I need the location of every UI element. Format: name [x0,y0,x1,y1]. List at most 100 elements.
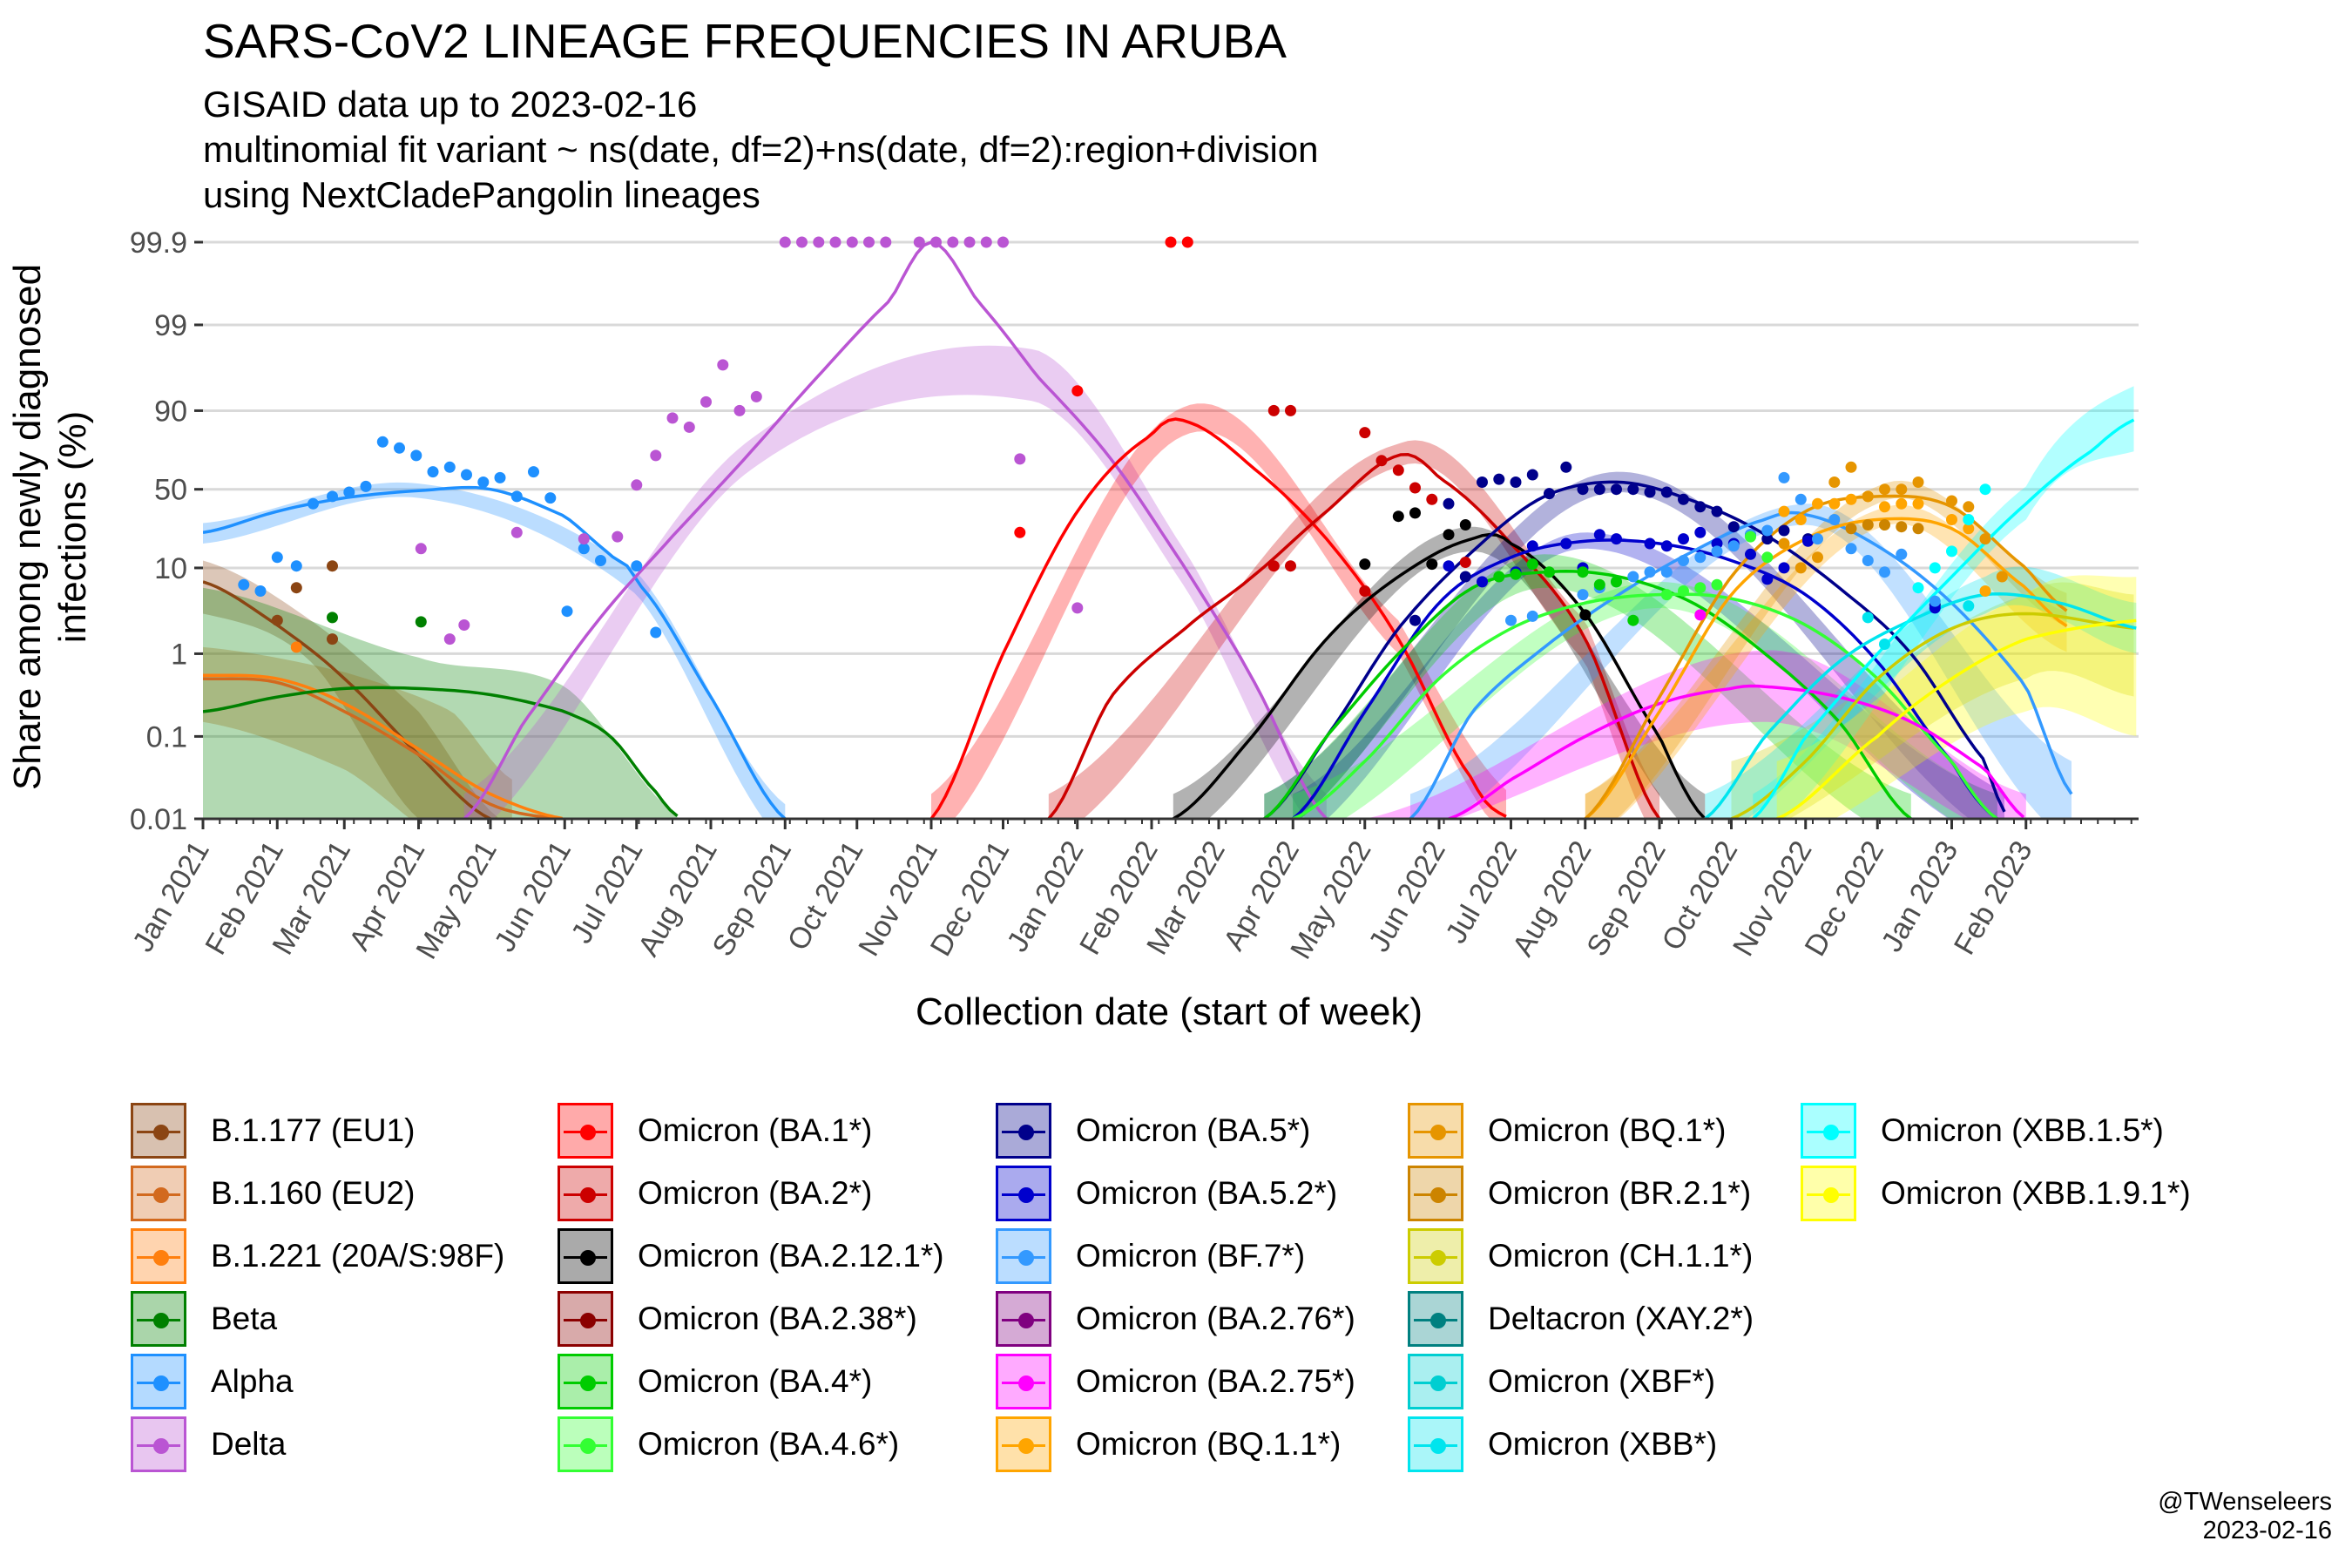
point-alpha [343,486,355,498]
fit-line-omicron-ba-4-6 [1292,592,1998,819]
point-omicron-bq-1 [1778,537,1790,550]
legend-label: Omicron (XBB.1.9.1*) [1881,1175,2191,1211]
point-beta [415,616,427,628]
point-omicron-bf-7 [1812,533,1823,545]
point-omicron-br-2-1 [1845,523,1857,535]
point-omicron-ba-5 [1526,469,1538,481]
point-alpha [394,442,405,454]
legend-key [996,1166,1051,1221]
point-omicron-xbb-1-5 [1963,514,1975,525]
point-omicron-ba-5 [1627,483,1639,496]
subtitle-line-1: GISAID data up to 2023-02-16 [203,84,698,125]
point-omicron-ba-5-2 [1477,576,1488,588]
legend-item: Omicron (BA.4*) [558,1350,872,1413]
legend-item: Omicron (BA.2.75*) [996,1350,1355,1413]
point-omicron-xbb-1-5 [1946,545,1957,558]
point-delta [997,236,1009,248]
point-delta [510,526,523,538]
fit-line-omicron-ba-2 [1047,452,1661,819]
point-delta [930,236,942,248]
point-omicron-ba-4-6 [1711,578,1723,591]
y-tick-label: 99.9 [130,226,187,260]
point-delta [415,543,427,555]
legend-label: Omicron (BA.2.75*) [1076,1363,1355,1399]
legend-key-point [153,1313,169,1328]
legend-label: Omicron (BA.2.12.1*) [638,1238,944,1274]
point-delta [443,633,456,645]
legend-key [996,1228,1051,1284]
point-omicron-ba-5-2 [1802,535,1814,547]
band-omicron-ba-2-75 [1364,650,2026,819]
point-delta [1071,602,1084,614]
band-omicron-bq-1-1 [1585,504,2067,819]
fit-line-b-1-177-eu1 [203,580,491,819]
point-delta [947,236,959,248]
point-omicron-bq-1-1 [1794,514,1807,525]
legend-key [1408,1416,1463,1472]
fit-line-omicron-ba-1 [929,417,1507,819]
legend-key [131,1166,186,1221]
point-delta [750,390,762,402]
legend-key-point [153,1187,169,1203]
legend-item: Omicron (XBB*) [1408,1413,1717,1476]
fit-lines [203,240,2137,819]
band-beta [203,587,678,819]
legend-item: Omicron (BQ.1*) [1408,1099,1726,1162]
point-omicron-bf-7 [1761,524,1774,537]
legend-label: Omicron (BA.4*) [638,1363,873,1399]
point-omicron-bf-7 [1845,543,1857,555]
legend-key [558,1166,613,1221]
point-omicron-br-2-1 [1896,521,1908,533]
point-omicron-ba-5-2 [1694,526,1707,538]
point-beta [327,612,338,624]
band-omicron-bq-1 [1585,480,2067,819]
point-omicron-bq-1-1 [1946,514,1957,525]
band-omicron-ba-1 [931,403,1506,819]
point-delta [666,412,679,424]
point-delta [458,619,470,631]
point-omicron-ba-2-12-1 [1459,519,1471,531]
point-delta [880,236,892,248]
legend-key-point [580,1313,596,1328]
point-alpha [376,436,389,448]
legend-key-point [1018,1438,1034,1454]
legend-item: Omicron (BA.2*) [558,1162,872,1225]
point-omicron-br-2-1 [1862,519,1874,531]
legend-key [1408,1166,1463,1221]
subtitle-line-2: multinomial fit variant ~ ns(date, df=2)… [203,129,1319,170]
chart-subtitle: GISAID data up to 2023-02-16 multinomial… [203,82,1319,218]
point-delta [733,404,746,416]
point-alpha [477,476,490,488]
point-omicron-ba-5-2 [1778,562,1790,574]
legend-key [558,1291,613,1347]
point-omicron-bf-7 [1929,595,1941,607]
legend-item: Omicron (XBB.1.9.1*) [1801,1162,2191,1225]
point-b-1-221-20a-s-98f [290,641,302,653]
point-omicron-bq-1-1 [1845,493,1857,505]
point-omicron-ba-4 [1577,566,1589,578]
point-alpha [271,551,283,564]
legend-key-point [580,1438,596,1454]
point-omicron-bf-7 [1828,514,1841,525]
point-delta [650,449,662,462]
legend-item: Omicron (BA.4.6*) [558,1413,899,1476]
point-omicron-ba-5 [1593,483,1605,496]
point-omicron-bq-1-1 [1963,523,1975,535]
point-omicron-ba-5-2 [1644,537,1656,550]
legend-key [131,1416,186,1472]
point-alpha [290,560,302,572]
legend-label: Omicron (BA.2.38*) [638,1301,917,1336]
point-alpha [561,605,573,618]
point-omicron-ba-5 [1660,486,1673,498]
point-omicron-xbb [1879,639,1890,650]
legend-item: Alpha [131,1350,294,1413]
point-alpha [650,626,662,639]
legend-key [558,1103,613,1159]
legend-label: Omicron (XBF*) [1488,1363,1716,1399]
point-omicron-ba-5-2 [1593,529,1605,541]
legend-key-point [1430,1438,1446,1454]
legend-key-point [153,1250,169,1266]
legend-key-point [1823,1125,1839,1140]
legend-item: Omicron (BR.2.1*) [1408,1162,1751,1225]
